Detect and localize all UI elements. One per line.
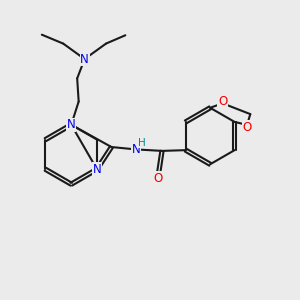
Text: N: N [80,52,89,66]
Text: H: H [138,138,146,148]
Text: N: N [67,118,76,131]
Text: N: N [131,143,140,156]
Text: N: N [93,163,101,176]
Text: O: O [242,121,252,134]
Text: O: O [218,95,227,108]
Text: O: O [154,172,163,185]
